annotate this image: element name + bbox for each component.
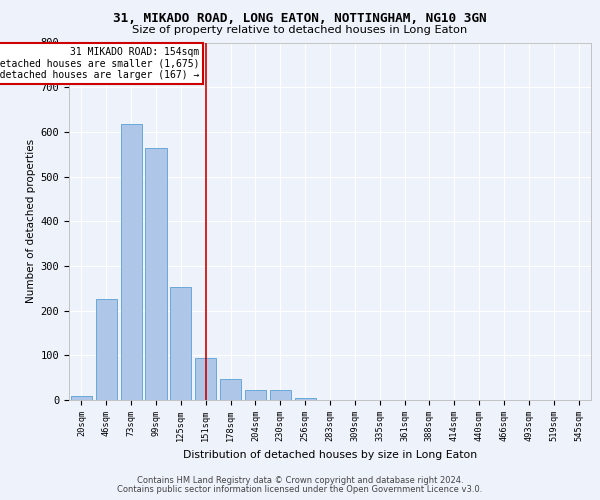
Bar — [145, 148, 167, 400]
Text: Contains public sector information licensed under the Open Government Licence v3: Contains public sector information licen… — [118, 485, 482, 494]
Text: 31, MIKADO ROAD, LONG EATON, NOTTINGHAM, NG10 3GN: 31, MIKADO ROAD, LONG EATON, NOTTINGHAM,… — [113, 12, 487, 26]
Bar — [195, 358, 216, 400]
Y-axis label: Number of detached properties: Number of detached properties — [26, 139, 37, 304]
Bar — [121, 124, 142, 400]
Bar — [270, 390, 291, 400]
X-axis label: Distribution of detached houses by size in Long Eaton: Distribution of detached houses by size … — [183, 450, 477, 460]
Bar — [245, 390, 266, 400]
Text: 31 MIKADO ROAD: 154sqm
← 91% of detached houses are smaller (1,675)
9% of semi-d: 31 MIKADO ROAD: 154sqm ← 91% of detached… — [0, 47, 199, 80]
Text: Contains HM Land Registry data © Crown copyright and database right 2024.: Contains HM Land Registry data © Crown c… — [137, 476, 463, 485]
Bar — [295, 398, 316, 400]
Bar — [170, 288, 191, 400]
Bar — [71, 396, 92, 400]
Bar — [96, 300, 117, 400]
Text: Size of property relative to detached houses in Long Eaton: Size of property relative to detached ho… — [133, 25, 467, 35]
Bar — [220, 378, 241, 400]
